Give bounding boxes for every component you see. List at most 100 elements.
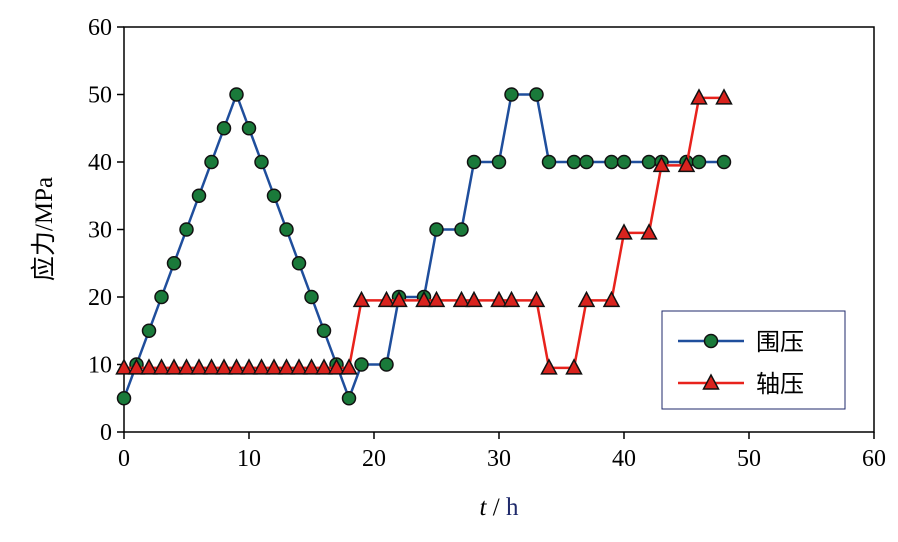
data-point-轴压: [540, 358, 558, 375]
y-tick-label: 30: [88, 218, 112, 244]
data-point-轴压: [690, 88, 708, 105]
data-point-围压: [504, 87, 519, 102]
data-point-围压: [166, 256, 182, 271]
data-point-围压: [291, 256, 307, 271]
data-point-围压: [691, 154, 707, 170]
series-layer: [115, 87, 733, 406]
data-point-围压: [604, 154, 619, 170]
data-point-轴压: [177, 358, 196, 375]
data-point-轴压: [577, 290, 596, 308]
x-tick-label: 30: [487, 446, 511, 472]
series-轴压: [115, 88, 733, 375]
data-point-围压: [716, 154, 732, 170]
y-tick-label: 40: [88, 150, 112, 176]
data-point-轴压: [115, 358, 133, 375]
data-point-轴压: [265, 358, 283, 375]
x-axis-separator: /: [487, 494, 506, 521]
data-point-围压: [304, 289, 319, 305]
data-point-轴压: [602, 290, 621, 308]
data-point-围压: [616, 154, 632, 170]
data-point-轴压: [715, 88, 733, 105]
x-axis-label: t / h: [480, 494, 519, 521]
data-point-轴压: [390, 290, 408, 308]
legend-marker-轴压: [702, 373, 720, 390]
data-point-轴压: [352, 290, 371, 308]
legend: 围压 轴压: [661, 310, 846, 410]
axis-ticks: 0 10 20 30 40 50 60 0 10 20 30 40 50 60: [88, 15, 886, 472]
data-point-围压: [191, 188, 207, 203]
data-point-轴压: [640, 223, 658, 240]
legend-label-轴压: 轴压: [756, 371, 804, 398]
data-point-围压: [279, 222, 294, 237]
data-point-轴压: [527, 290, 546, 308]
x-tick-label: 10: [237, 446, 261, 472]
y-tick-label: 20: [88, 285, 112, 311]
data-point-轴压: [465, 290, 483, 308]
y-tick-label: 0: [100, 420, 112, 446]
data-point-轴压: [340, 358, 358, 375]
legend-marker-围压: [703, 333, 719, 349]
data-point-轴压: [490, 290, 508, 308]
x-tick-label: 0: [118, 446, 130, 472]
data-point-轴压: [165, 358, 183, 375]
data-point-围压: [204, 154, 219, 170]
data-point-轴压: [152, 358, 171, 375]
x-tick-label: 50: [737, 446, 761, 472]
x-axis-variable: t: [480, 494, 488, 521]
data-point-轴压: [252, 358, 271, 375]
data-point-轴压: [277, 358, 296, 375]
data-point-围压: [229, 87, 244, 102]
data-point-围压: [354, 357, 369, 372]
data-point-轴压: [140, 358, 158, 375]
data-point-轴压: [190, 358, 208, 375]
data-point-轴压: [315, 358, 333, 375]
data-point-围压: [241, 121, 257, 136]
data-point-围压: [529, 87, 544, 102]
data-point-围压: [266, 188, 282, 203]
y-axis-label: 应力/MPa: [30, 177, 58, 281]
data-point-轴压: [677, 155, 696, 173]
data-point-围压: [491, 154, 507, 170]
data-point-围压: [429, 222, 444, 237]
data-point-轴压: [652, 155, 671, 173]
legend-label-围压: 围压: [756, 330, 804, 356]
data-point-轴压: [302, 358, 321, 375]
data-point-围压: [116, 391, 132, 406]
data-point-围压: [154, 289, 169, 305]
data-point-围压: [379, 357, 394, 372]
data-point-轴压: [202, 358, 221, 375]
data-point-围压: [641, 154, 657, 170]
y-tick-label: 50: [88, 83, 112, 109]
data-point-围压: [566, 154, 582, 170]
data-point-围压: [179, 222, 194, 237]
data-point-围压: [541, 154, 557, 170]
data-point-围压: [316, 323, 332, 338]
data-point-围压: [216, 121, 232, 136]
data-point-围压: [454, 222, 469, 237]
data-point-围压: [141, 323, 157, 338]
data-point-围压: [341, 391, 357, 406]
data-point-轴压: [290, 358, 308, 375]
data-point-轴压: [427, 290, 446, 308]
x-tick-label: 60: [862, 446, 886, 472]
data-point-轴压: [240, 358, 258, 375]
y-tick-label: 10: [88, 353, 112, 379]
x-tick-label: 20: [362, 446, 386, 472]
y-tick-label: 60: [88, 15, 112, 41]
x-tick-label: 40: [612, 446, 636, 472]
data-point-轴压: [377, 290, 396, 308]
data-point-围压: [254, 154, 269, 170]
data-point-轴压: [127, 358, 146, 375]
data-point-围压: [466, 154, 482, 170]
legend-box: [661, 310, 846, 410]
data-point-轴压: [415, 290, 433, 308]
x-axis-unit: h: [506, 494, 519, 521]
data-point-围压: [579, 154, 594, 170]
data-point-轴压: [615, 223, 633, 240]
data-point-轴压: [227, 358, 246, 375]
data-point-轴压: [452, 290, 471, 308]
data-point-轴压: [215, 358, 233, 375]
data-point-轴压: [502, 290, 521, 308]
